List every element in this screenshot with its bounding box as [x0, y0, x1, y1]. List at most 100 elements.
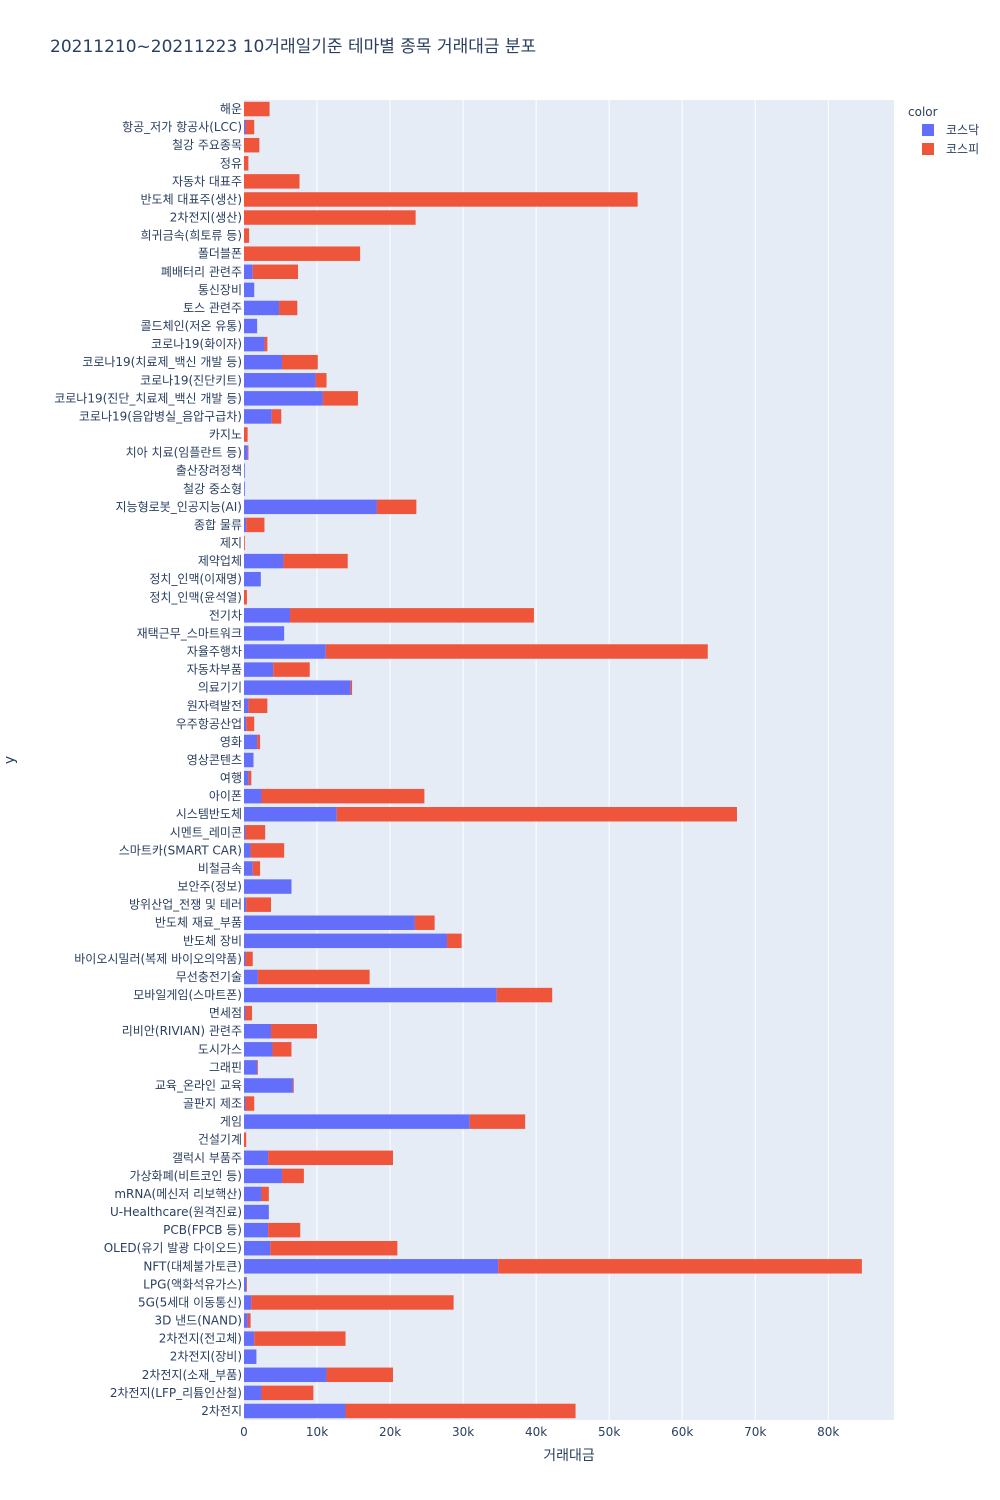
bar-kospi[interactable]: [244, 590, 247, 605]
bar-kosdaq[interactable]: [244, 843, 251, 858]
bar-kospi[interactable]: [244, 210, 416, 225]
bar-kosdaq[interactable]: [244, 915, 415, 930]
bar-kospi[interactable]: [254, 1331, 346, 1346]
bar-kosdaq[interactable]: [244, 499, 377, 515]
bar-kospi[interactable]: [268, 1150, 393, 1166]
bar-kospi[interactable]: [273, 662, 310, 677]
bar-kospi[interactable]: [257, 1060, 258, 1075]
bar-kospi[interactable]: [272, 1042, 292, 1057]
bar-kosdaq[interactable]: [244, 987, 497, 1003]
bar-kospi[interactable]: [414, 915, 435, 930]
bar-kosdaq[interactable]: [244, 300, 280, 316]
bar-kospi[interactable]: [248, 770, 252, 786]
bar-kospi[interactable]: [246, 517, 265, 533]
bar-kospi[interactable]: [345, 1403, 576, 1419]
bar-kospi[interactable]: [244, 535, 245, 551]
bar-kosdaq[interactable]: [244, 1078, 293, 1093]
bar-kosdaq[interactable]: [244, 1277, 247, 1292]
bar-kospi[interactable]: [281, 1168, 304, 1184]
bar-kosdaq[interactable]: [244, 969, 258, 985]
bar-kosdaq[interactable]: [244, 680, 351, 695]
bar-kosdaq[interactable]: [244, 517, 247, 533]
bar-kosdaq[interactable]: [244, 1186, 262, 1202]
bar-kospi[interactable]: [257, 734, 261, 750]
bar-kospi[interactable]: [244, 246, 361, 261]
bar-kosdaq[interactable]: [244, 1240, 271, 1256]
legend-label[interactable]: 코스닥: [946, 123, 979, 137]
bar-kospi[interactable]: [315, 373, 327, 388]
bar-kospi[interactable]: [322, 391, 358, 406]
bar-kosdaq[interactable]: [244, 662, 274, 677]
bar-kospi[interactable]: [245, 119, 255, 135]
bar-kosdaq[interactable]: [244, 1295, 252, 1310]
legend-swatch[interactable]: [922, 124, 934, 136]
bar-kosdaq[interactable]: [244, 553, 284, 569]
bar-kospi[interactable]: [251, 1295, 454, 1310]
bar-kosdaq[interactable]: [244, 1313, 248, 1328]
bar-kospi[interactable]: [326, 1367, 393, 1383]
bar-kospi[interactable]: [290, 608, 534, 623]
bar-kospi[interactable]: [271, 1024, 318, 1039]
bar-kospi[interactable]: [247, 1313, 251, 1328]
bar-kosdaq[interactable]: [244, 1042, 273, 1057]
bar-kospi[interactable]: [325, 644, 708, 659]
bar-kospi[interactable]: [244, 1132, 247, 1147]
bar-kosdaq[interactable]: [244, 807, 337, 822]
bar-kospi[interactable]: [244, 137, 260, 153]
bar-kosdaq[interactable]: [244, 571, 261, 587]
bar-kospi[interactable]: [283, 553, 348, 569]
bar-kosdaq[interactable]: [244, 354, 282, 370]
bar-kosdaq[interactable]: [244, 698, 249, 713]
bar-kospi[interactable]: [496, 987, 553, 1003]
bar-kospi[interactable]: [264, 336, 268, 352]
bar-kospi[interactable]: [261, 1186, 269, 1202]
bar-kosdaq[interactable]: [244, 897, 247, 912]
bar-kosdaq[interactable]: [244, 825, 246, 840]
bar-kosdaq[interactable]: [244, 933, 448, 949]
bar-kosdaq[interactable]: [244, 336, 265, 352]
bar-kosdaq[interactable]: [244, 1096, 246, 1111]
bar-kospi[interactable]: [336, 807, 737, 822]
bar-kospi[interactable]: [246, 716, 255, 732]
bar-kosdaq[interactable]: [244, 644, 326, 659]
bar-kosdaq[interactable]: [244, 1168, 282, 1184]
bar-kospi[interactable]: [261, 788, 425, 804]
bar-kosdaq[interactable]: [244, 1060, 258, 1075]
bar-kosdaq[interactable]: [244, 608, 291, 623]
bar-kospi[interactable]: [261, 1385, 314, 1401]
bar-kospi[interactable]: [244, 174, 300, 189]
bar-kospi[interactable]: [245, 1096, 255, 1111]
bar-kospi[interactable]: [376, 499, 417, 515]
bar-kosdaq[interactable]: [244, 119, 246, 135]
bar-kosdaq[interactable]: [244, 318, 258, 334]
bar-kosdaq[interactable]: [244, 1150, 269, 1166]
bar-kosdaq[interactable]: [244, 1385, 262, 1401]
bar-kosdaq[interactable]: [244, 626, 285, 641]
bar-kospi[interactable]: [246, 1277, 247, 1292]
bar-kospi[interactable]: [498, 1259, 862, 1274]
bar-kospi[interactable]: [250, 843, 285, 858]
bar-kosdaq[interactable]: [244, 788, 262, 804]
bar-kosdaq[interactable]: [244, 282, 255, 298]
bar-kospi[interactable]: [244, 101, 270, 117]
bar-kospi[interactable]: [245, 1005, 253, 1021]
bar-kospi[interactable]: [257, 969, 370, 985]
bar-kosdaq[interactable]: [244, 734, 258, 750]
bar-kospi[interactable]: [270, 1240, 398, 1256]
bar-kosdaq[interactable]: [244, 1367, 327, 1383]
bar-kosdaq[interactable]: [244, 1403, 346, 1419]
bar-kosdaq[interactable]: [244, 752, 254, 768]
bar-kosdaq[interactable]: [244, 463, 245, 478]
bar-kosdaq[interactable]: [244, 1331, 255, 1346]
bar-kospi[interactable]: [244, 156, 249, 171]
bar-kospi[interactable]: [447, 933, 462, 949]
bar-kosdaq[interactable]: [244, 445, 248, 460]
bar-kosdaq[interactable]: [244, 1024, 272, 1039]
legend-swatch[interactable]: [922, 143, 934, 155]
bar-kospi[interactable]: [252, 264, 299, 280]
bar-kosdaq[interactable]: [244, 1349, 257, 1364]
bar-kospi[interactable]: [244, 427, 248, 442]
bar-kosdaq[interactable]: [244, 481, 245, 496]
bar-kospi[interactable]: [252, 861, 261, 876]
